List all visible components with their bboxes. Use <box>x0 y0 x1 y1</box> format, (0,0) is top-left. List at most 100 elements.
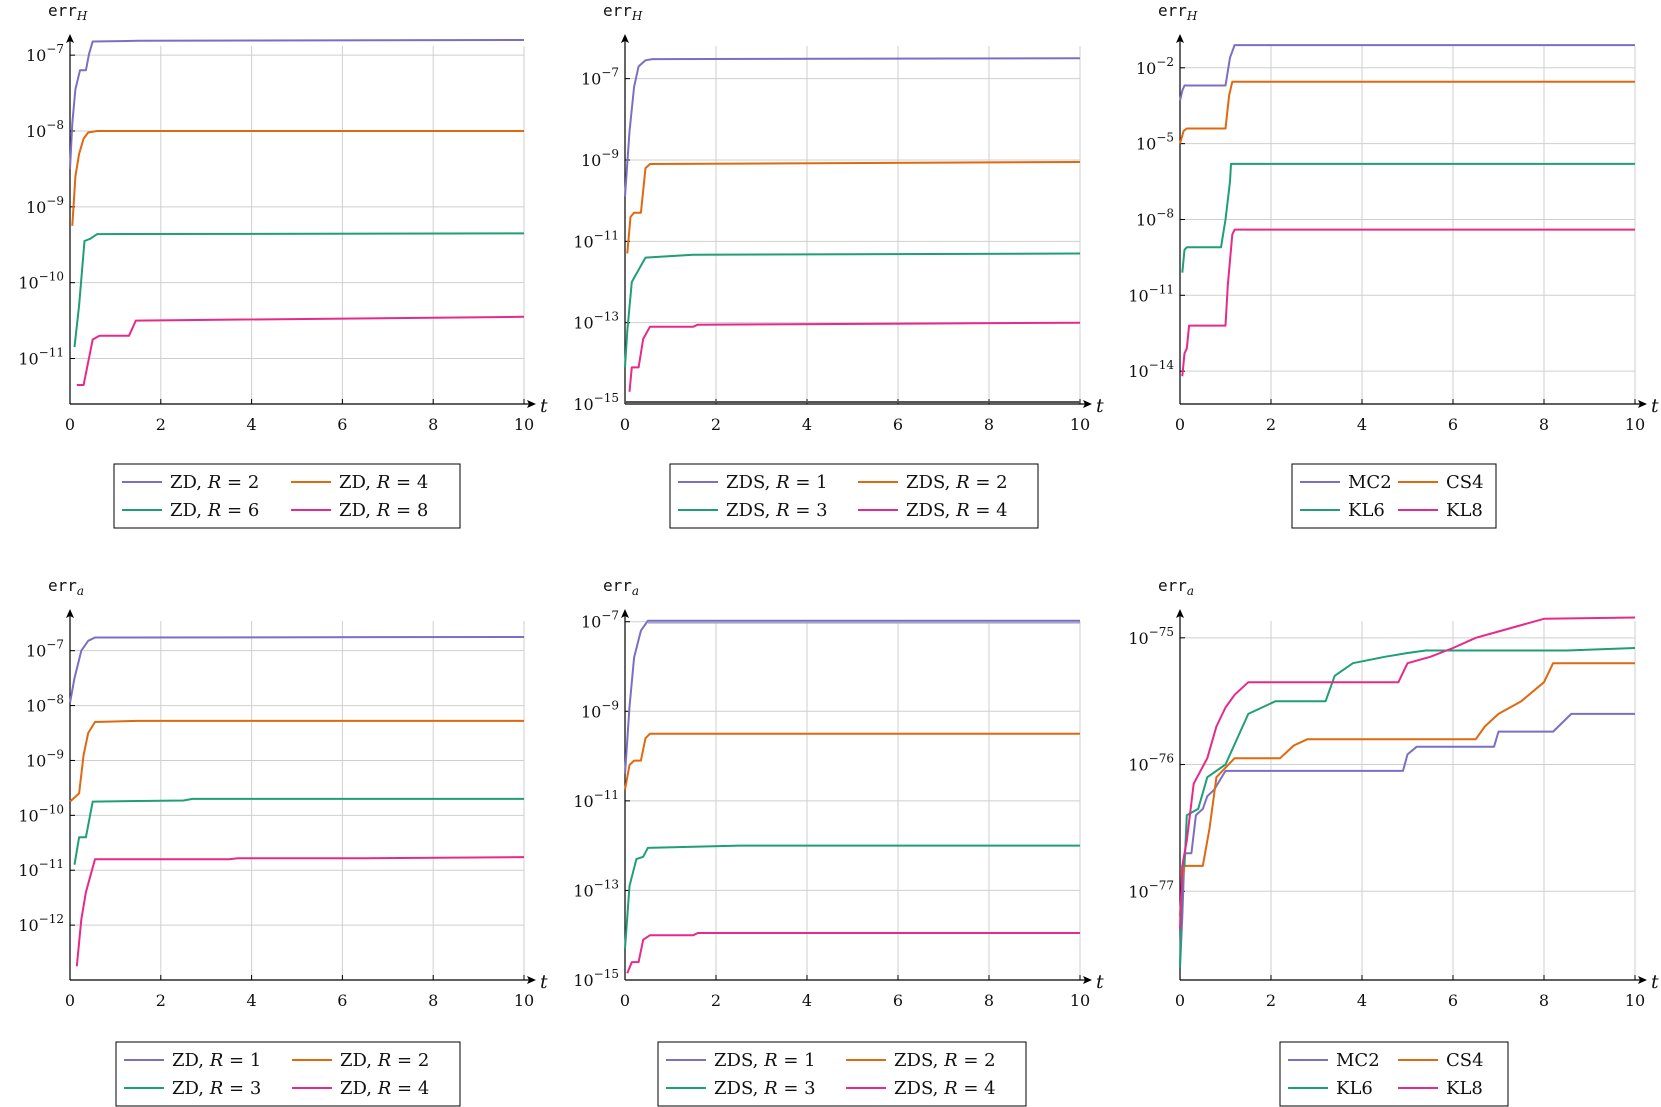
legend-box <box>669 463 1039 529</box>
y-tick-label: 10−10 <box>18 802 64 825</box>
x-tick-label: 4 <box>247 415 257 434</box>
x-tick-label: 4 <box>802 991 812 1010</box>
chart-panel-2: 0 2 4 6 8 10 10−7 10−9 10−11 10−13 10−15 errH t ZDS, … <box>573 1 1104 529</box>
legend-box <box>115 1041 461 1107</box>
x-tick-label: 8 <box>984 415 994 434</box>
x-axis-arrow <box>527 400 536 408</box>
legend-entry-label: MC2 <box>1336 1050 1380 1071</box>
series-line-kl6 <box>1181 162 1635 273</box>
x-tick-label: 2 <box>156 415 166 434</box>
y-tick-label: 10−15 <box>573 967 619 990</box>
x-tick-label: 2 <box>156 991 166 1010</box>
legend-entry-label: ZD, R = 6 <box>170 500 259 521</box>
x-tick-label: 8 <box>1539 991 1549 1010</box>
y-tick-label: 10−9 <box>26 747 64 770</box>
y-axis-title: erra <box>1158 576 1194 598</box>
x-tick-label: 8 <box>428 991 438 1010</box>
legend-entry-label: ZDS, R = 1 <box>714 1050 816 1071</box>
chart-panel-5: 0 2 4 6 8 10 10−7 10−9 10−11 10−13 10−15 erra t ZDS, … <box>573 576 1104 1107</box>
y-axis-arrow <box>66 34 74 43</box>
x-tick-label: 2 <box>1266 991 1276 1010</box>
x-tick-label: 6 <box>893 991 903 1010</box>
x-tick-label: 8 <box>428 415 438 434</box>
x-tick-label: 10 <box>1070 415 1090 434</box>
y-axis-title: errH <box>603 1 643 23</box>
legend-entry-label: ZDS, R = 4 <box>894 1078 996 1099</box>
legend: MC2 CS4 KL6 KL8 <box>1291 463 1497 529</box>
x-axis-title: t <box>1651 971 1659 993</box>
x-tick-label: 10 <box>1625 991 1645 1010</box>
legend-entry-label: ZD, R = 2 <box>340 1050 429 1071</box>
series-line-kl8 <box>1181 228 1635 377</box>
legend-box <box>657 1041 1027 1107</box>
y-tick-label: 10−15 <box>573 391 619 414</box>
x-tick-label: 8 <box>984 991 994 1010</box>
y-tick-label: 10−14 <box>1128 358 1174 381</box>
series-line-zd-r-2 <box>69 39 525 169</box>
legend: ZD, R = 2 ZD, R = 4 ZD, R = 6 ZD, R = 8 <box>113 463 461 529</box>
y-tick-label: 10−8 <box>26 693 64 716</box>
x-axis-arrow <box>1638 976 1647 984</box>
x-tick-label: 6 <box>893 415 903 434</box>
x-tick-label: 4 <box>802 415 812 434</box>
y-tick-label: 10−13 <box>573 310 619 333</box>
y-tick-label: 10−7 <box>581 609 619 632</box>
legend-entry-label: CS4 <box>1446 1050 1484 1071</box>
series-line-mc2 <box>1179 712 1635 968</box>
legend-entry-label: ZDS, R = 4 <box>906 500 1008 521</box>
x-tick-label: 2 <box>1266 415 1276 434</box>
series-line-kl8 <box>1179 616 1636 930</box>
legend-box <box>113 463 461 529</box>
y-tick-label: 10−7 <box>581 66 619 89</box>
y-tick-label: 10−11 <box>1128 282 1174 305</box>
y-axis-title: erra <box>48 576 84 598</box>
y-axis-arrow <box>621 34 629 43</box>
legend-entry-label: ZD, R = 8 <box>339 500 428 521</box>
y-tick-label: 10−11 <box>573 788 619 811</box>
chart-panel-4: 0 2 4 6 8 10 10−7 10−8 10−9 10−10 10−11 10−12 erra t Z… <box>18 576 548 1107</box>
y-tick-label: 10−10 <box>18 270 64 293</box>
x-tick-label: 0 <box>65 991 75 1010</box>
y-axis-title: errH <box>1158 1 1198 23</box>
legend-entry-label: MC2 <box>1348 472 1392 493</box>
series-line-zds-r-4 <box>626 932 1080 974</box>
series-line-zd-r-4 <box>71 130 524 226</box>
legend-entry-label: ZD, R = 4 <box>340 1078 429 1099</box>
y-tick-label: 10−76 <box>1128 752 1174 775</box>
y-tick-label: 10−77 <box>1128 878 1174 901</box>
x-tick-label: 0 <box>620 991 630 1010</box>
legend: ZDS, R = 1 ZDS, R = 2 ZDS, R = 3 ZDS, R = 4 <box>657 1041 1027 1107</box>
x-tick-label: 0 <box>1175 415 1185 434</box>
x-axis-arrow <box>1083 976 1092 984</box>
y-tick-label: 10−9 <box>26 194 64 217</box>
series-line-zd-r-6 <box>73 232 525 348</box>
chart-panel-1: 0 2 4 6 8 10 10−7 10−8 10−9 10−10 10−11 errH t ZD, R … <box>18 1 548 529</box>
x-tick-label: 10 <box>514 991 534 1010</box>
series-line-cs4 <box>1179 80 1635 144</box>
series-line-zds-r-2 <box>626 161 1081 254</box>
legend-entry-label: ZD, R = 1 <box>172 1050 261 1071</box>
series-line-zds-r-3 <box>624 252 1081 368</box>
y-tick-label: 10−11 <box>18 346 64 369</box>
y-tick-label: 10−11 <box>18 857 64 880</box>
x-tick-label: 2 <box>711 415 721 434</box>
chart-panel-3: 0 2 4 6 8 10 10−2 10−5 10−8 10−11 10−14 errH t MC2 CS4… <box>1128 1 1659 529</box>
y-tick-label: 10−9 <box>581 147 619 170</box>
series-line-zd-r-1 <box>69 636 525 703</box>
y-tick-label: 10−12 <box>18 912 64 935</box>
x-tick-label: 4 <box>247 991 257 1010</box>
legend-box <box>1279 1041 1509 1107</box>
x-tick-label: 10 <box>514 415 534 434</box>
y-tick-label: 10−7 <box>26 42 64 65</box>
y-tick-label: 10−75 <box>1128 625 1174 648</box>
series-line-zd-r-8 <box>76 315 525 386</box>
x-tick-label: 10 <box>1625 415 1645 434</box>
y-axis-title: erra <box>603 576 639 598</box>
series-line-zd-r-3 <box>73 797 524 865</box>
x-axis-title: t <box>540 395 548 417</box>
series-line-kl6 <box>1179 647 1636 968</box>
x-axis-title: t <box>540 971 548 993</box>
y-tick-label: 10−2 <box>1136 55 1174 78</box>
y-axis-arrow <box>1176 609 1184 618</box>
series-line-zd-r-2 <box>69 719 524 803</box>
